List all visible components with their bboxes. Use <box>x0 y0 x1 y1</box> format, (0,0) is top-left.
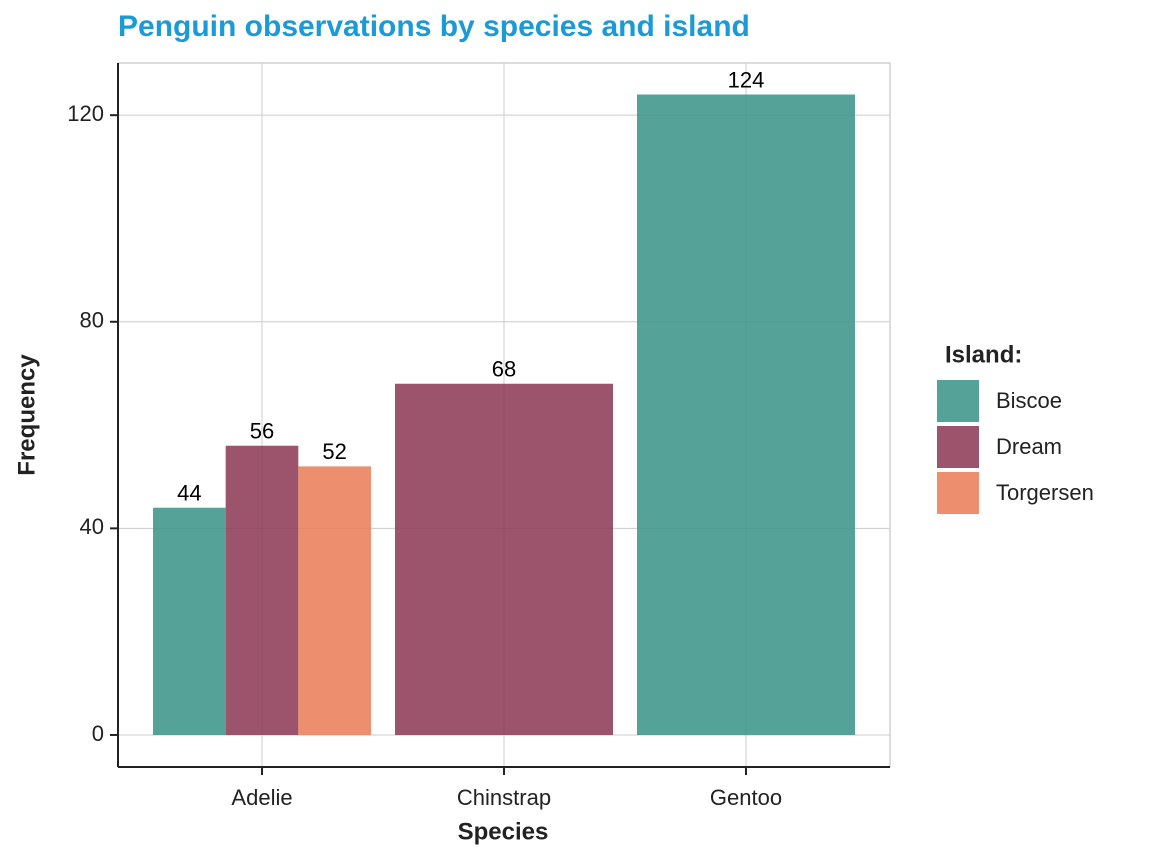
x-tick-label: Adelie <box>231 785 292 810</box>
legend-label: Torgersen <box>996 480 1094 505</box>
value-label: 68 <box>492 357 516 382</box>
value-label: 124 <box>728 67 765 92</box>
bar <box>225 445 299 735</box>
legend-label: Biscoe <box>996 388 1062 413</box>
legend-label: Dream <box>996 434 1062 459</box>
value-label: 44 <box>177 481 201 506</box>
x-axis-title: Species <box>458 818 549 845</box>
legend-swatch <box>937 472 979 514</box>
value-label: 56 <box>250 419 274 444</box>
bar <box>298 466 371 735</box>
legend-swatch <box>937 380 979 422</box>
y-tick-label: 0 <box>92 721 104 746</box>
legend-title: Island: <box>945 341 1022 368</box>
bar <box>395 383 613 735</box>
y-tick-label: 80 <box>80 308 104 333</box>
y-tick-label: 120 <box>67 101 104 126</box>
y-tick-label: 40 <box>80 514 104 539</box>
value-label: 52 <box>322 439 346 464</box>
legend-swatch <box>937 426 979 468</box>
bar <box>637 94 855 735</box>
bar <box>153 507 226 735</box>
x-tick-label: Chinstrap <box>457 785 551 810</box>
y-axis-title: Frequency <box>13 354 40 476</box>
x-tick-label: Gentoo <box>710 785 782 810</box>
chart-title: Penguin observations by species and isla… <box>118 10 750 43</box>
